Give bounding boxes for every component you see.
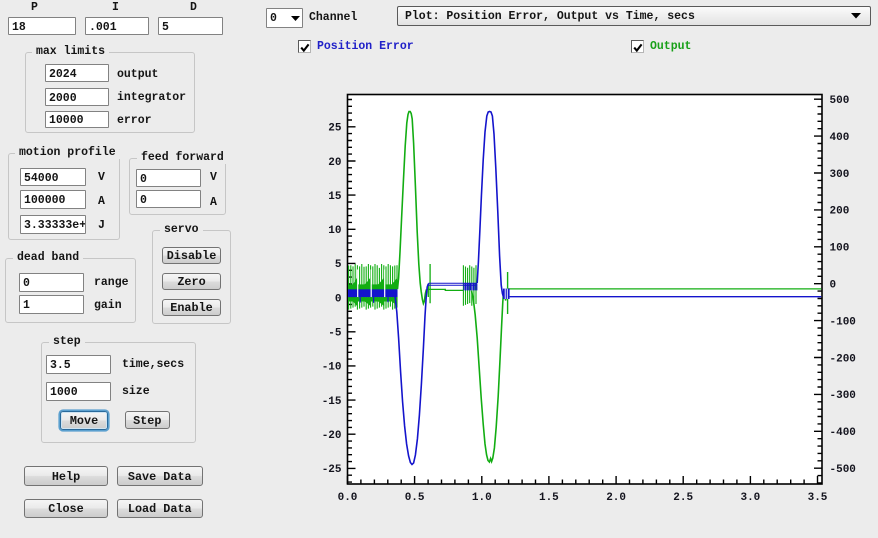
svg-text:-200: -200: [830, 353, 856, 365]
svg-text:15: 15: [328, 191, 342, 203]
svg-text:20: 20: [328, 157, 341, 169]
svg-text:100: 100: [830, 243, 850, 255]
svg-text:1.5: 1.5: [539, 492, 559, 504]
svg-text:2.5: 2.5: [673, 492, 693, 504]
svg-text:-100: -100: [830, 316, 856, 328]
svg-text:0: 0: [335, 293, 342, 305]
svg-text:-20: -20: [322, 430, 342, 442]
svg-text:-300: -300: [830, 390, 856, 402]
svg-text:-25: -25: [322, 464, 342, 476]
svg-text:3.0: 3.0: [740, 492, 760, 504]
svg-text:2.0: 2.0: [606, 492, 626, 504]
svg-text:400: 400: [830, 132, 850, 144]
svg-text:200: 200: [830, 206, 850, 218]
svg-text:5: 5: [335, 259, 342, 271]
svg-text:-500: -500: [830, 464, 856, 476]
svg-text:300: 300: [830, 169, 850, 181]
svg-text:-15: -15: [322, 396, 342, 408]
svg-text:10: 10: [328, 225, 341, 237]
svg-text:0: 0: [830, 280, 837, 292]
svg-text:1.0: 1.0: [472, 492, 492, 504]
svg-text:0.5: 0.5: [405, 492, 425, 504]
svg-text:3.5: 3.5: [808, 492, 828, 504]
svg-text:-400: -400: [830, 427, 856, 439]
svg-text:0.0: 0.0: [338, 492, 358, 504]
svg-text:-5: -5: [328, 328, 342, 340]
svg-text:-10: -10: [322, 362, 342, 374]
svg-text:500: 500: [830, 95, 850, 107]
svg-text:25: 25: [328, 123, 342, 135]
